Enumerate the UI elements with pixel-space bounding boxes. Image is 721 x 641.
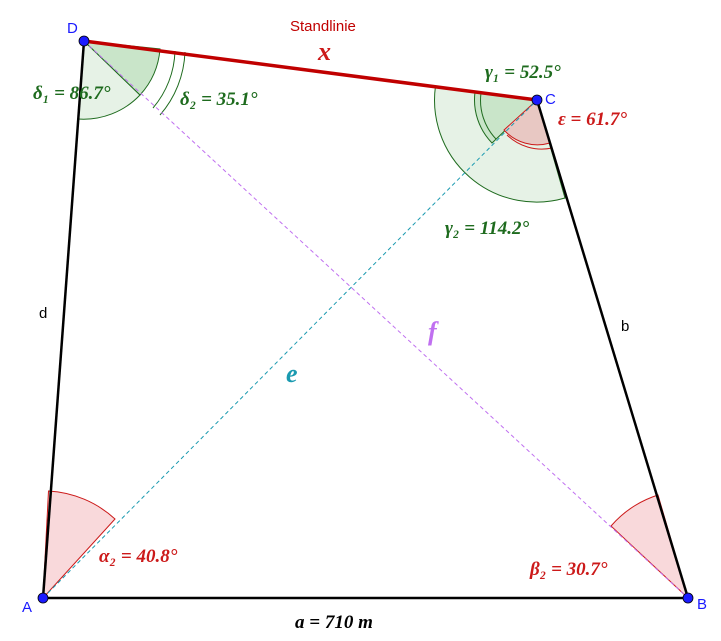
point-C[interactable] [531, 94, 543, 106]
label-angle-epsilon: ε = 61.7° [558, 109, 627, 130]
label-point-D: D [67, 20, 78, 37]
label-point-B: B [697, 596, 707, 613]
label-angle-gamma2: γ₂ = 114.2° [445, 218, 530, 239]
label-point-A: A [22, 599, 32, 616]
label-diagonal-e: e [286, 359, 298, 388]
label-side-d: d [39, 305, 47, 322]
label-angle-alpha2: α₂ = 40.8° [99, 546, 178, 567]
angle-delta2-sector [82, 40, 161, 96]
label-side-b: b [621, 318, 629, 335]
label-standlinie: Standlinie [290, 18, 356, 35]
label-side-a: a = 710 m [295, 612, 373, 633]
side-b [535, 99, 690, 599]
point-B[interactable] [682, 592, 694, 604]
angle-epsilon-arc2 [506, 134, 553, 150]
angle-alpha2-sector [42, 490, 116, 600]
angle-delta1-sector [77, 39, 141, 120]
point-D[interactable] [78, 35, 90, 47]
label-side-x: x [317, 37, 331, 66]
angle-delta2-arc3 [159, 51, 186, 116]
label-angle-beta2: β₂ = 30.7° [529, 559, 608, 580]
angle-delta2-arc2 [152, 50, 176, 109]
diagonal-e [42, 99, 538, 599]
label-angle-delta2: δ₂ = 35.1° [180, 89, 258, 110]
label-point-C: C [545, 91, 556, 108]
side-d [41, 40, 86, 599]
diagonal-f [83, 40, 689, 599]
angle-beta2-sector [610, 494, 689, 600]
label-angle-delta1: δ₁ = 86.7° [33, 83, 111, 104]
angle-epsilon-sector [503, 99, 551, 146]
side-x-standlinie [83, 39, 538, 102]
angle-gamma1-arc2 [480, 92, 497, 140]
label-angle-gamma1: γ₁ = 52.5° [485, 62, 561, 83]
label-diagonal-f: f [428, 317, 439, 346]
point-A[interactable] [37, 592, 49, 604]
